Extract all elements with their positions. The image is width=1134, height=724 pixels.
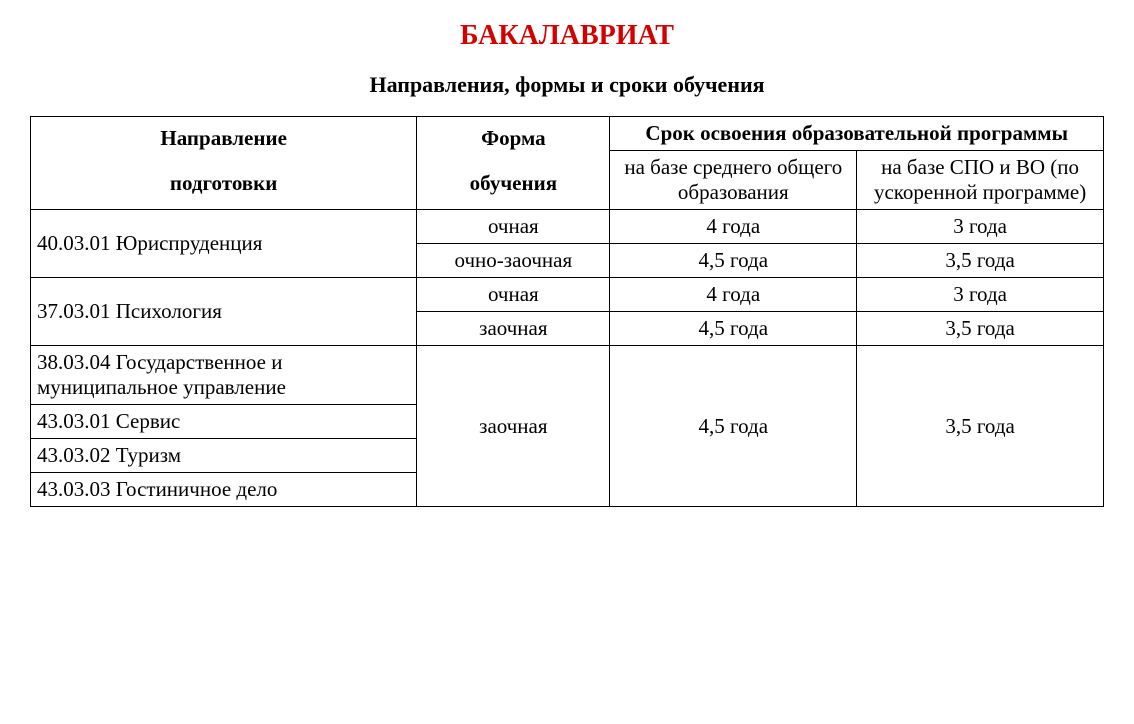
cell-direction: 43.03.02 Туризм xyxy=(31,439,417,473)
table-header-row-1: Направление подготовки Форма обучения Ср… xyxy=(31,117,1104,151)
cell-duration1: 4 года xyxy=(610,278,857,312)
col-header-form-top: Форма xyxy=(421,125,605,152)
cell-form: очная xyxy=(417,278,610,312)
programs-table: Направление подготовки Форма обучения Ср… xyxy=(30,116,1104,507)
cell-direction: 37.03.01 Психология xyxy=(31,278,417,346)
col-header-duration-base2: на базе СПО и ВО (по ускоренной программ… xyxy=(857,151,1104,210)
cell-duration1: 4 года xyxy=(610,210,857,244)
col-header-duration-group: Срок освоения образовательной программы xyxy=(610,117,1104,151)
page-title: БАКАЛАВРИАТ xyxy=(30,20,1104,52)
cell-duration2: 3,5 года xyxy=(857,346,1104,507)
cell-direction: 40.03.01 Юриспруденция xyxy=(31,210,417,278)
cell-duration2: 3 года xyxy=(857,210,1104,244)
col-header-direction: Направление подготовки xyxy=(31,117,417,210)
cell-duration2: 3,5 года xyxy=(857,312,1104,346)
cell-direction: 38.03.04 Государственное и муниципальное… xyxy=(31,346,417,405)
cell-form: заочная xyxy=(417,346,610,507)
cell-duration1: 4,5 года xyxy=(610,312,857,346)
page-subtitle: Направления, формы и сроки обучения xyxy=(30,72,1104,98)
cell-form: очная xyxy=(417,210,610,244)
col-header-form-bottom: обучения xyxy=(421,170,605,197)
cell-form: очно-заочная xyxy=(417,244,610,278)
col-header-duration-base1: на базе среднего общего образования xyxy=(610,151,857,210)
table-row: 38.03.04 Государственное и муниципальное… xyxy=(31,346,1104,405)
cell-duration1: 4,5 года xyxy=(610,244,857,278)
col-header-direction-top: Направление xyxy=(35,125,412,152)
cell-direction: 43.03.01 Сервис xyxy=(31,405,417,439)
col-header-form: Форма обучения xyxy=(417,117,610,210)
cell-duration2: 3 года xyxy=(857,278,1104,312)
cell-duration2: 3,5 года xyxy=(857,244,1104,278)
cell-direction: 43.03.03 Гостиничное дело xyxy=(31,473,417,507)
col-header-direction-bottom: подготовки xyxy=(35,170,412,197)
table-row: 40.03.01 Юриспруденция очная 4 года 3 го… xyxy=(31,210,1104,244)
table-row: 37.03.01 Психология очная 4 года 3 года xyxy=(31,278,1104,312)
cell-form: заочная xyxy=(417,312,610,346)
cell-duration1: 4,5 года xyxy=(610,346,857,507)
